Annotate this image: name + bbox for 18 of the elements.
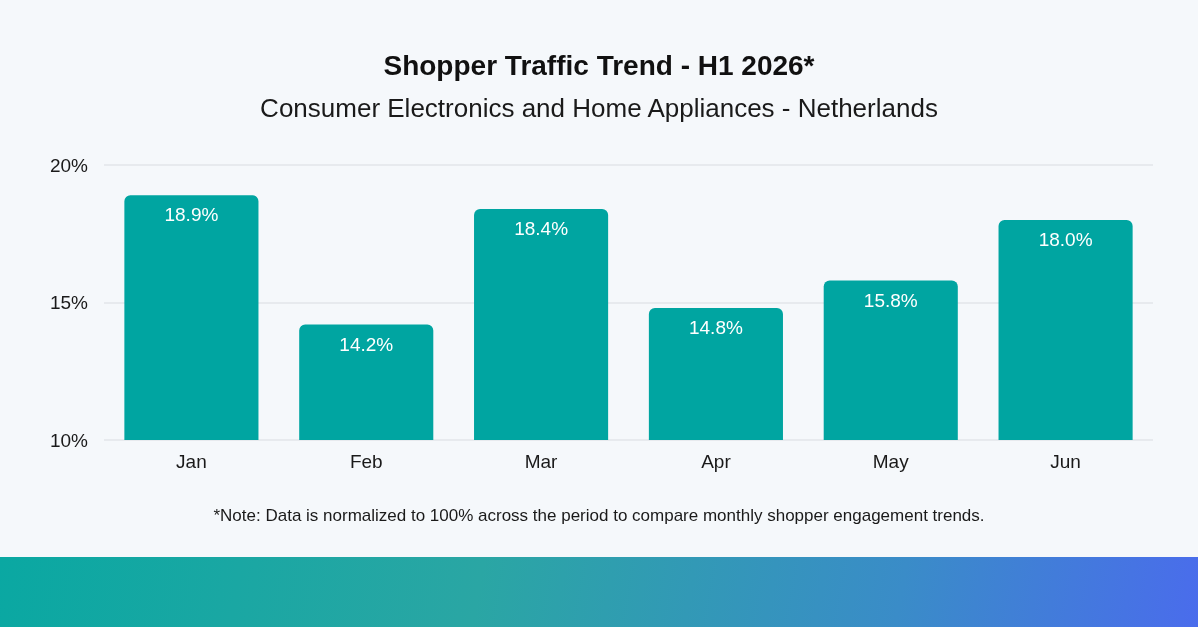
- x-tick-label: Feb: [349, 451, 383, 472]
- chart-title: Shopper Traffic Trend - H1 2026*: [383, 49, 815, 81]
- data-label: 18.4%: [514, 218, 569, 239]
- x-tick-label: May: [872, 451, 910, 472]
- x-tick-label: Apr: [701, 451, 732, 472]
- data-label: 18.0%: [1038, 229, 1093, 250]
- data-label: 14.8%: [688, 317, 743, 338]
- text: *Note: Data is normalized to 100% across the period to compare monthly shopper engagement trends.: [213, 506, 985, 525]
- x-tick-label: Jun: [1050, 451, 1081, 472]
- y-tick-label: 20%: [49, 154, 89, 176]
- data-label: 15.8%: [863, 289, 918, 311]
- data-label: 14.2%: [339, 333, 394, 355]
- chart-subtitle: Consumer Electronics and Home Appliances - Netherlands: [260, 93, 938, 123]
- x-tick-label: Jan: [176, 451, 207, 472]
- y-tick-label: 15%: [49, 292, 89, 313]
- x-tick-label: Mar: [524, 451, 559, 472]
- y-tick-label: 10%: [49, 429, 89, 451]
- data-label: 18.9%: [164, 204, 219, 226]
